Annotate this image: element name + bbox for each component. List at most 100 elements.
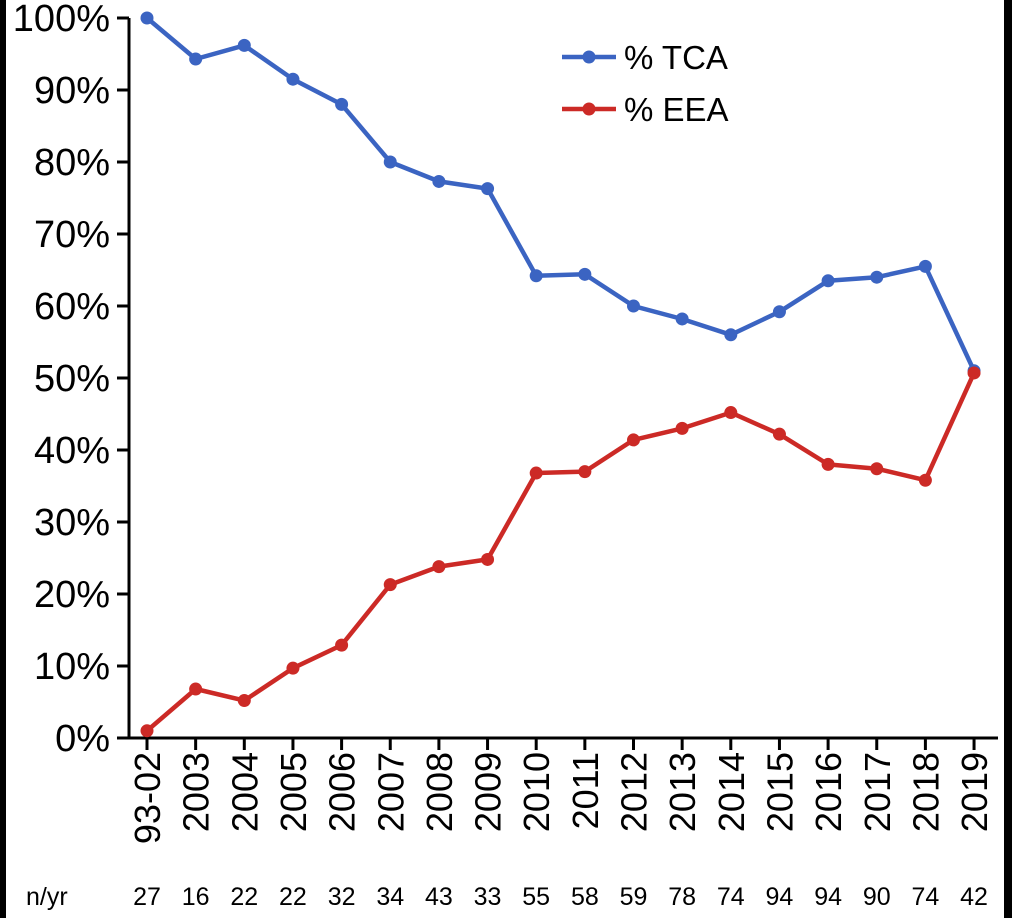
data-point xyxy=(189,52,203,66)
x-tick-label: 2011 xyxy=(565,752,606,829)
x-tick-label: 2006 xyxy=(322,752,363,832)
data-point xyxy=(870,270,884,284)
data-point xyxy=(529,269,543,283)
data-point xyxy=(237,38,251,52)
x-tick-label: 2012 xyxy=(614,752,655,832)
count-value: 34 xyxy=(376,883,404,911)
series-tca xyxy=(140,11,981,378)
data-point xyxy=(821,457,835,471)
count-value: 58 xyxy=(571,883,599,911)
count-value: 74 xyxy=(717,883,745,911)
x-tick-label: 2007 xyxy=(370,752,411,832)
data-point xyxy=(578,465,592,479)
data-point xyxy=(383,155,397,169)
y-tick-label: 90% xyxy=(34,70,110,112)
data-point xyxy=(967,366,981,380)
data-point xyxy=(918,473,932,487)
count-value: 94 xyxy=(814,883,842,911)
count-value: 27 xyxy=(133,883,161,911)
axes xyxy=(117,16,998,750)
y-tick-label: 70% xyxy=(34,214,110,256)
data-point xyxy=(140,724,154,738)
data-point xyxy=(578,267,592,281)
data-point xyxy=(335,638,349,652)
counts-row-label: n/yr xyxy=(26,883,68,911)
count-value: 33 xyxy=(474,883,502,911)
legend-item: % EEA xyxy=(562,91,729,128)
count-value: 94 xyxy=(766,883,794,911)
x-tick-label: 2010 xyxy=(516,752,557,832)
data-point xyxy=(286,661,300,675)
data-point xyxy=(675,421,689,435)
x-tick-label: 2015 xyxy=(759,752,800,832)
x-tick-label: 2003 xyxy=(176,752,217,832)
data-point xyxy=(529,466,543,480)
x-tick-label: 2004 xyxy=(224,752,265,832)
data-point xyxy=(918,259,932,273)
data-point xyxy=(481,182,495,196)
count-value: 78 xyxy=(668,883,696,911)
y-tick-label: 60% xyxy=(34,286,110,328)
data-point xyxy=(821,274,835,288)
x-tick-label: 2014 xyxy=(711,752,752,832)
count-value: 22 xyxy=(230,883,258,911)
y-tick-label: 20% xyxy=(34,574,110,616)
data-point xyxy=(432,560,446,574)
x-tick-label: 2009 xyxy=(468,752,509,832)
data-point xyxy=(627,433,640,447)
count-value: 32 xyxy=(328,883,356,911)
y-tick-label: 40% xyxy=(34,430,110,472)
y-tick-label: 10% xyxy=(34,646,110,688)
series-eea xyxy=(140,366,981,738)
data-point xyxy=(140,11,154,25)
sample-counts-row: n/yr 27 16 22 22 32 34 43 33 55 58 59 78 74 94 94 90 74 4… xyxy=(26,883,988,911)
y-tick-label: 0% xyxy=(55,718,110,760)
count-value: 59 xyxy=(620,883,648,911)
data-point xyxy=(286,72,300,86)
data-point xyxy=(237,694,251,708)
y-tick-label: 30% xyxy=(34,502,110,544)
data-point xyxy=(724,406,738,420)
x-axis-tick-labels: 93-02 2003 2004 2005 2006 2007 2008 2009 2010 201… xyxy=(127,752,995,844)
x-tick-label: 2017 xyxy=(857,752,898,832)
series-line xyxy=(144,370,977,734)
x-tick-label: 2008 xyxy=(419,752,460,832)
count-value: 22 xyxy=(279,883,307,911)
data-point xyxy=(772,305,786,319)
count-value: 55 xyxy=(522,883,550,911)
data-point xyxy=(724,328,738,342)
data-point xyxy=(189,682,203,696)
y-tick-label: 100% xyxy=(13,0,110,40)
x-tick-label: 2005 xyxy=(273,752,314,832)
legend-item: % TCA xyxy=(562,39,728,76)
count-value: 90 xyxy=(863,883,891,911)
x-tick-label: 2019 xyxy=(954,752,995,832)
y-tick-label: 80% xyxy=(34,142,110,184)
line-chart: 0%10%20%30%40%50%60%70%80%90%100% 93-02 2… xyxy=(6,0,1004,918)
count-value: 74 xyxy=(911,883,939,911)
data-point xyxy=(481,552,495,566)
series-line xyxy=(144,15,977,374)
legend-label: % EEA xyxy=(624,91,729,128)
y-tick-label: 50% xyxy=(34,358,110,400)
y-axis-tick-labels: 0% 10% 20% 30% 40% 50% 60% 70% 80% 90% 100% xyxy=(13,0,110,760)
x-tick-label: 93-02 xyxy=(127,752,168,844)
legend: % TCA % EEA xyxy=(562,39,729,128)
data-point xyxy=(335,97,349,111)
legend-marker xyxy=(582,102,596,116)
data-point xyxy=(675,312,689,326)
data-point xyxy=(432,174,446,188)
data-point xyxy=(772,427,786,441)
count-value: 43 xyxy=(425,883,453,911)
x-tick-label: 2013 xyxy=(662,752,703,832)
x-tick-label: 2016 xyxy=(808,752,849,832)
data-point xyxy=(383,578,397,592)
series-lines xyxy=(140,11,981,738)
x-tick-label: 2018 xyxy=(905,752,946,832)
count-value: 16 xyxy=(182,883,210,911)
legend-marker xyxy=(582,50,596,64)
count-value: 42 xyxy=(960,883,988,911)
data-point xyxy=(627,299,640,313)
legend-label: % TCA xyxy=(624,39,728,76)
